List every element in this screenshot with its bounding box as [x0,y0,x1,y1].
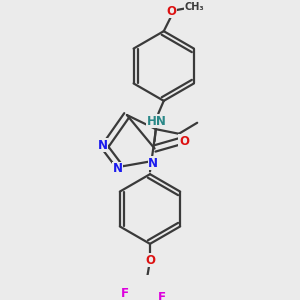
Text: F: F [121,287,129,300]
Text: HN: HN [146,115,167,128]
Text: O: O [145,254,155,267]
Text: F: F [158,290,166,300]
Text: O: O [166,4,176,17]
Text: CH₃: CH₃ [184,2,204,12]
Text: N: N [98,139,108,152]
Text: O: O [179,135,189,148]
Text: N: N [148,157,158,169]
Text: N: N [113,162,123,175]
